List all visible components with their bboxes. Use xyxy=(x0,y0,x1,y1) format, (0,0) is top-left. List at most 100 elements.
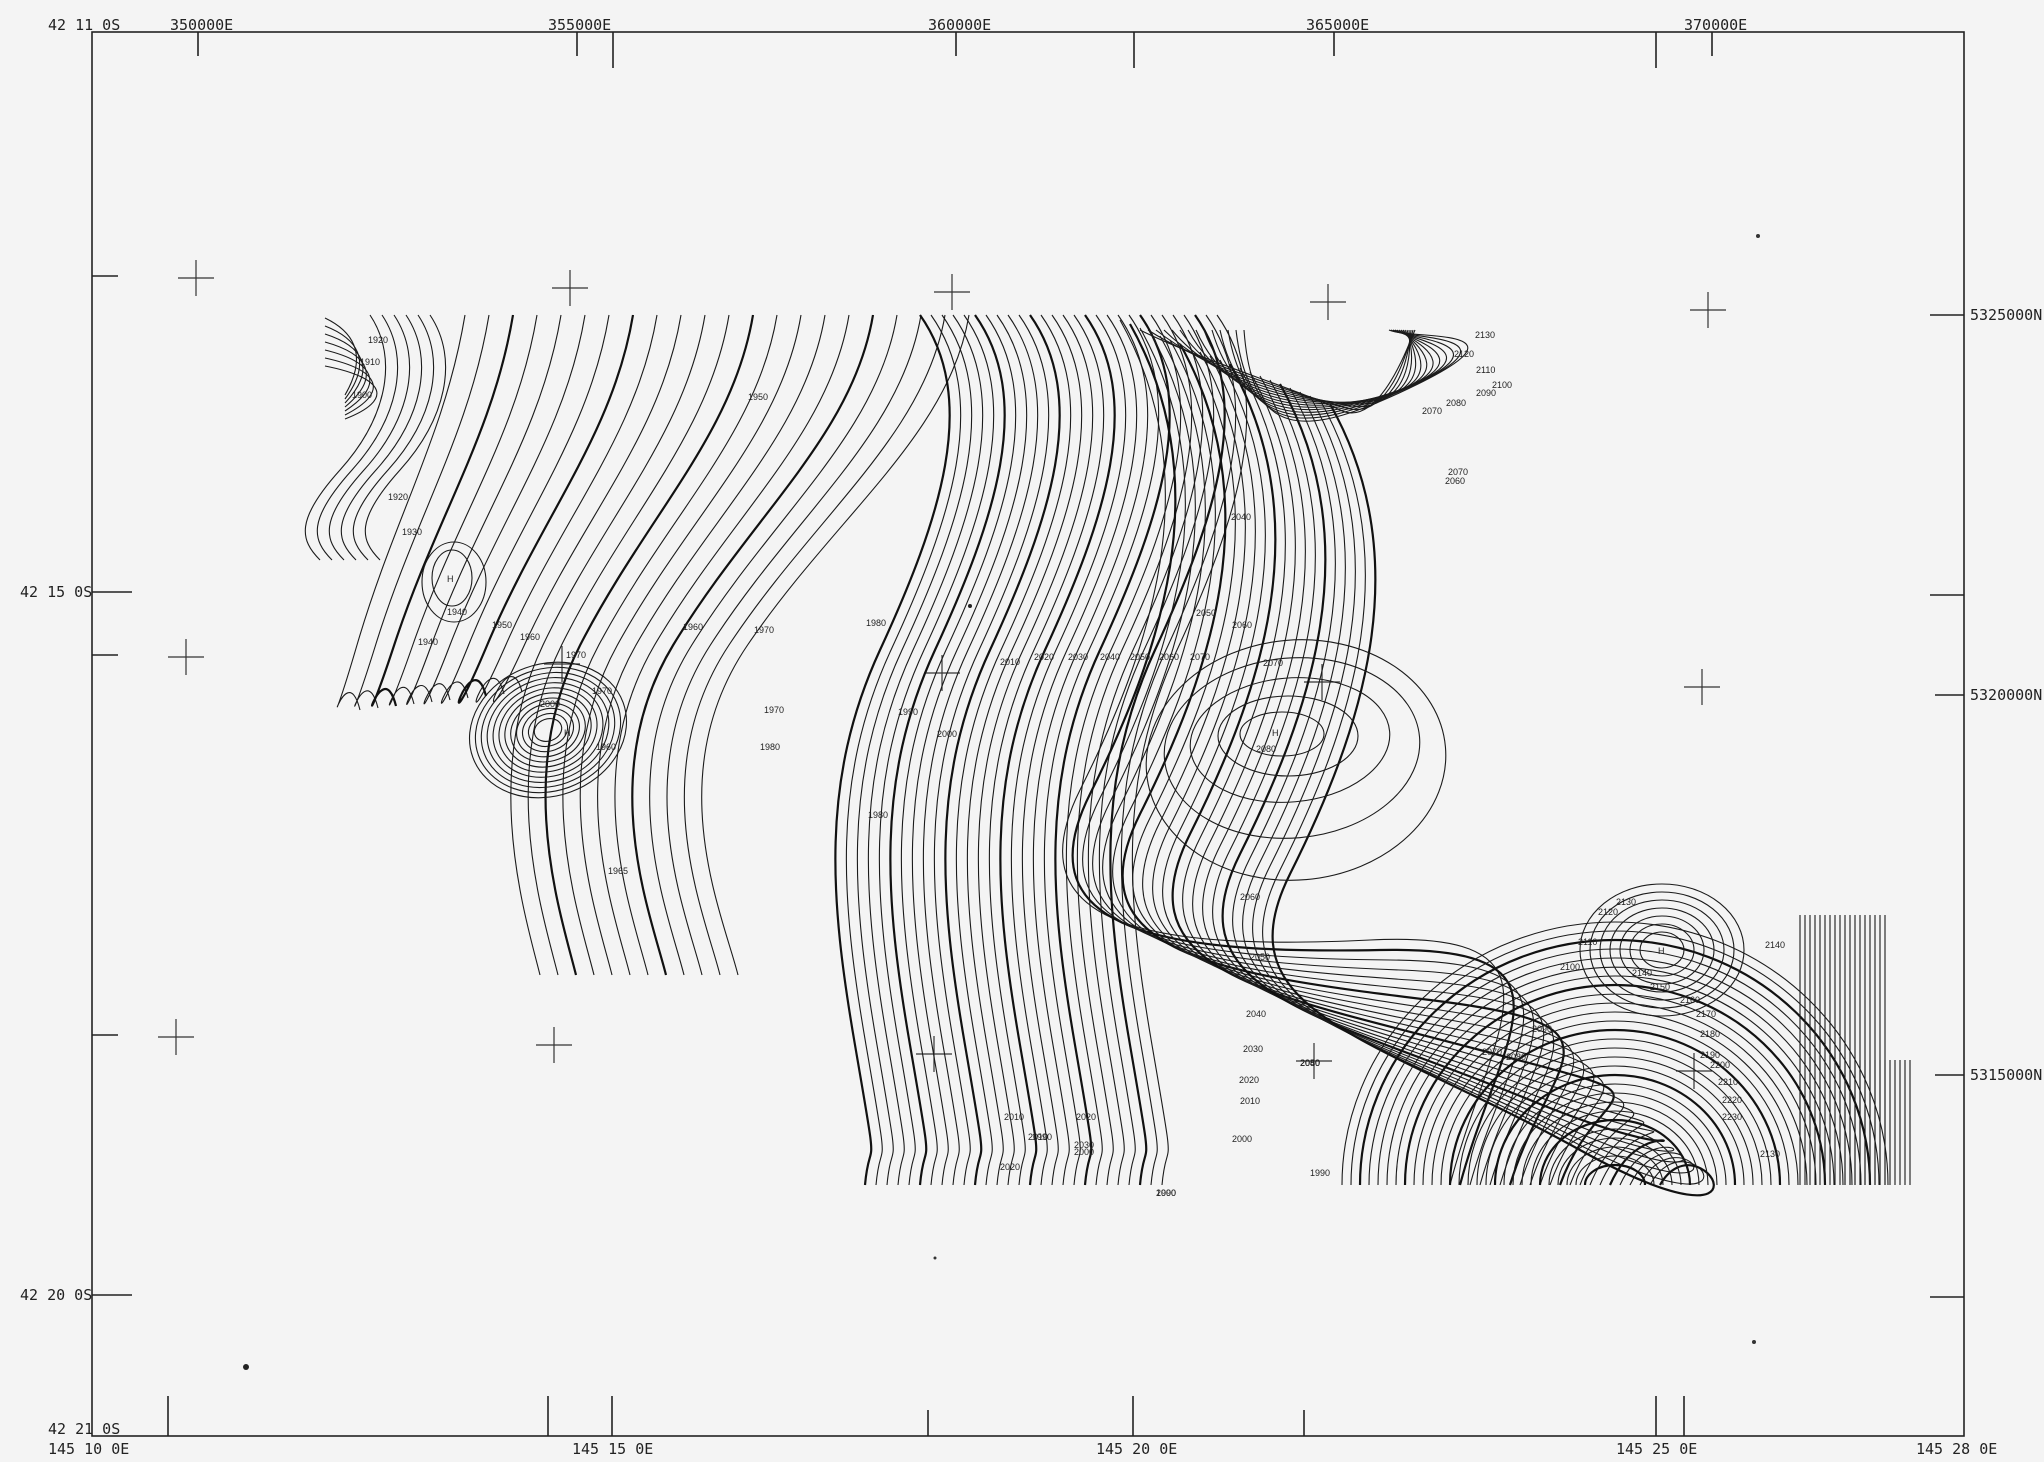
contour-line xyxy=(406,314,562,705)
contour-line xyxy=(1120,314,1237,1186)
longitude-label: 145 28 0E xyxy=(1916,1440,1997,1458)
contour-line xyxy=(475,314,658,703)
contour-ring xyxy=(1163,657,1421,839)
contour-label: 2000 xyxy=(540,699,560,709)
contour-line xyxy=(1448,1028,1782,1186)
contour-label: 2040 xyxy=(1300,1058,1320,1068)
contour-line xyxy=(527,314,730,976)
contour-label: 2030 xyxy=(1243,1044,1263,1054)
longitude-label: 145 25 0E xyxy=(1616,1440,1697,1458)
contour-line xyxy=(324,349,371,412)
easting-label: 365000E xyxy=(1306,16,1369,34)
contour-line xyxy=(1132,347,1575,1186)
contour-label: 2100 xyxy=(1560,962,1580,972)
lat-label-top: 42 11 0S xyxy=(48,16,120,34)
contour-ring xyxy=(492,682,604,778)
contour-line xyxy=(922,314,1039,1186)
contour-label: 2020 xyxy=(1000,1162,1020,1172)
contour-line xyxy=(683,314,946,976)
contour-line xyxy=(878,314,995,1186)
contour-label: 1980 xyxy=(760,742,780,752)
contour-label: 2000 xyxy=(1232,1134,1252,1144)
contour-label: 2030 xyxy=(1068,652,1088,662)
contour-label: 2000 xyxy=(1156,1188,1176,1198)
contour-line xyxy=(1010,314,1127,1186)
contour-label: 1990 xyxy=(898,707,918,717)
contour-line xyxy=(1076,314,1193,1186)
contour-label: 2230 xyxy=(1722,1112,1742,1122)
contour-line xyxy=(324,341,367,408)
contour-ring xyxy=(1217,695,1359,777)
contour-label: 2010 xyxy=(1004,1112,1024,1122)
contour-line xyxy=(597,314,826,976)
high-ring xyxy=(1239,711,1325,757)
contour-line xyxy=(370,314,515,707)
contour-line xyxy=(1235,329,1461,419)
top-ticks xyxy=(197,32,1713,68)
contour-label: 1970 xyxy=(764,705,784,715)
contour-label: 2070 xyxy=(1190,652,1210,662)
contour-line xyxy=(701,314,970,976)
contour-line xyxy=(1395,975,1835,1186)
contour-label: 2090 xyxy=(1532,1024,1552,1034)
contour-ring xyxy=(510,697,586,763)
contour-line xyxy=(1566,1146,1664,1186)
contour-line xyxy=(388,314,538,706)
contour-label: 2120 xyxy=(1454,349,1474,359)
contour-line xyxy=(933,314,1050,1186)
contour-ring xyxy=(1609,907,1715,993)
contour-label: 1990 xyxy=(1156,1188,1176,1198)
contour-line xyxy=(1121,343,1565,1186)
contour-line xyxy=(1440,1020,1790,1186)
contour-line xyxy=(666,314,922,976)
contour-label: 2140 xyxy=(1765,940,1785,950)
contour-line xyxy=(631,314,875,976)
contour-line xyxy=(1548,1128,1682,1186)
contour-label: 2010 xyxy=(1240,1096,1260,1106)
contour-label: 1910 xyxy=(360,357,380,367)
contour-line xyxy=(1021,314,1138,1186)
contour-label: 2060 xyxy=(1232,620,1252,630)
contour-line xyxy=(1422,1002,1808,1186)
contour-line xyxy=(324,333,364,404)
contour-line xyxy=(336,314,466,711)
contour-lines xyxy=(304,314,1911,1197)
easting-label: 350000E xyxy=(170,16,233,34)
contour-label: 2100 xyxy=(1492,380,1512,390)
contour-label: 1970 xyxy=(592,686,612,696)
high-markers: H H H H xyxy=(447,574,1665,956)
contour-label: 2070 xyxy=(1448,467,1468,477)
contour-line xyxy=(944,314,1061,1186)
contour-label: 1980 xyxy=(868,810,888,820)
contour-ring xyxy=(1189,677,1391,803)
lat-label-20: 42 20 0S xyxy=(20,1286,92,1304)
contour-label: 2010 xyxy=(1028,1132,1048,1142)
contour-label: 1940 xyxy=(418,637,438,647)
contour-label: 2050 xyxy=(1300,1058,1320,1068)
contour-line xyxy=(1182,367,1625,1186)
contour-line xyxy=(1071,323,1515,1186)
contour-label: 2080 xyxy=(1256,744,1276,754)
contour-line xyxy=(1341,921,1889,1186)
high-marker: H xyxy=(1658,946,1665,956)
contour-line xyxy=(340,314,423,561)
scan-specks xyxy=(243,234,1760,1370)
contour-line xyxy=(1102,335,1545,1186)
contour-label: 1950 xyxy=(492,620,512,630)
contour-ring xyxy=(533,718,563,742)
contour-label: 2160 xyxy=(1680,995,1700,1005)
contour-line xyxy=(1467,1047,1763,1186)
contour-label: 2030 xyxy=(1074,1140,1094,1150)
contour-line xyxy=(1476,1056,1754,1186)
contour-ring xyxy=(498,687,598,773)
map-frame xyxy=(91,31,1965,1437)
contour-line xyxy=(911,314,1028,1186)
contour-label: 2050 xyxy=(1130,652,1150,662)
high-marker: H xyxy=(564,728,571,738)
contour-line xyxy=(562,314,778,976)
contour-line xyxy=(1054,314,1171,1186)
contour-line xyxy=(316,314,399,561)
contour-line xyxy=(328,314,411,561)
contour-ring xyxy=(521,707,575,753)
